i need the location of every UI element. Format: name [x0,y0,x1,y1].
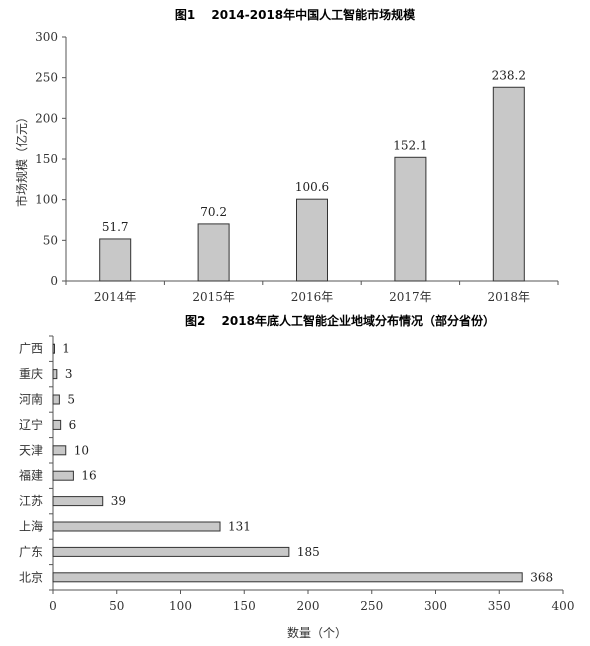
chart1-x-tick-label: 2015年 [192,290,235,304]
chart1-bar [99,238,132,282]
chart2-x-tick-label: 50 [109,599,124,613]
chart2: 图2 2018年底人工智能企业地域分布情况（部分省份） 数量（个） 0 50 100… [19,313,574,640]
chart1-x-tick-label: 2017年 [389,290,432,304]
chart2-category-label: 福建 [19,468,43,483]
chart2-bar [52,343,55,354]
chart2-category-label: 上海 [19,519,43,534]
chart2-data-label: 3 [65,367,73,381]
chart1-data-label: 152.1 [393,138,427,152]
chart1-data-label: 100.6 [295,180,329,194]
chart2-bar [52,394,60,405]
chart2-x-tick-label: 200 [297,599,320,613]
chart2-category-label: 广西 [19,342,43,356]
chart2-data-label: 5 [67,393,75,407]
chart2-x-tick-label: 350 [488,599,511,613]
chart2-x-tick-label: 250 [360,599,383,613]
chart2-data-label: 10 [74,443,89,457]
chart2-category-label: 北京 [19,570,43,584]
chart2-bar [52,572,523,583]
chart2-title: 图2 2018年底人工智能企业地域分布情况（部分省份） [185,313,495,328]
chart1-bar [394,156,427,282]
chart2-bar [52,419,62,430]
chart1: 图1 2014-2018年中国人工智能市场规模 市场规模（亿元） 0 50 100 1… [14,7,559,304]
chart2-x-axis-label: 数量（个） [287,625,347,640]
chart2-bar [52,546,290,557]
chart2-bar [52,470,74,481]
chart2-x-ticks: 0 50 100 150 200 250 300 350 400 [49,590,574,613]
chart1-y-tick-label: 250 [35,71,58,85]
chart2-bar [52,496,104,507]
chart1-bar [197,223,230,282]
chart2-category-label: 河南 [19,392,43,407]
chart2-bar [52,521,221,532]
chart2-x-tick-label: 150 [233,599,256,613]
chart1-y-tick-label: 0 [50,274,58,288]
chart1-data-label: 238.2 [492,68,526,82]
chart1-bar [296,198,328,282]
chart1-y-tick-label: 200 [35,111,58,125]
chart2-data-label: 1 [62,342,70,356]
chart1-x-tick-label: 2016年 [291,290,334,304]
chart1-data-label: 51.7 [102,220,129,234]
chart1-y-axis-label: 市场规模（亿元） [14,111,29,207]
chart1-title: 图1 2014-2018年中国人工智能市场规模 [175,7,416,22]
chart1-x-ticks: 2014年 2015年 2016年 2017年 2018年 [65,281,559,304]
chart2-x-tick-label: 400 [552,599,575,613]
chart1-y-tick-label: 100 [35,193,58,207]
chart1-data-label: 70.2 [200,205,227,219]
chart2-category-label: 辽宁 [19,417,43,432]
chart2-data-labels: 1 3 5 6 10 16 39 131 185 368 [62,342,553,585]
chart2-data-label: 6 [69,418,77,432]
chart1-bars [99,86,525,282]
chart2-bar [52,369,58,380]
chart1-y-tick-label: 150 [35,152,58,166]
chart2-category-label: 广东 [19,545,43,559]
chart2-bars [52,343,523,583]
chart2-x-tick-label: 0 [49,599,57,613]
chart2-data-label: 16 [81,469,96,483]
chart1-y-tick-label: 300 [35,30,58,44]
chart2-data-label: 185 [297,545,320,559]
chart1-x-tick-label: 2014年 [94,290,137,304]
chart1-bar [492,86,525,282]
chart2-category-label: 江苏 [19,494,43,508]
chart2-category-label: 重庆 [19,367,43,381]
chart2-x-tick-label: 300 [424,599,447,613]
chart1-data-labels: 51.7 70.2 100.6 152.1 238.2 [102,68,526,234]
chart2-category-label: 天津 [19,443,43,457]
chart1-y-ticks: 0 50 100 150 200 250 300 [35,30,66,288]
chart2-data-label: 39 [111,494,126,508]
chart2-bar [52,445,67,456]
chart2-data-label: 131 [228,520,251,534]
chart2-data-label: 368 [530,570,553,584]
chart1-y-tick-label: 50 [43,233,58,247]
chart2-x-tick-label: 100 [169,599,192,613]
chart1-x-tick-label: 2018年 [488,290,531,304]
